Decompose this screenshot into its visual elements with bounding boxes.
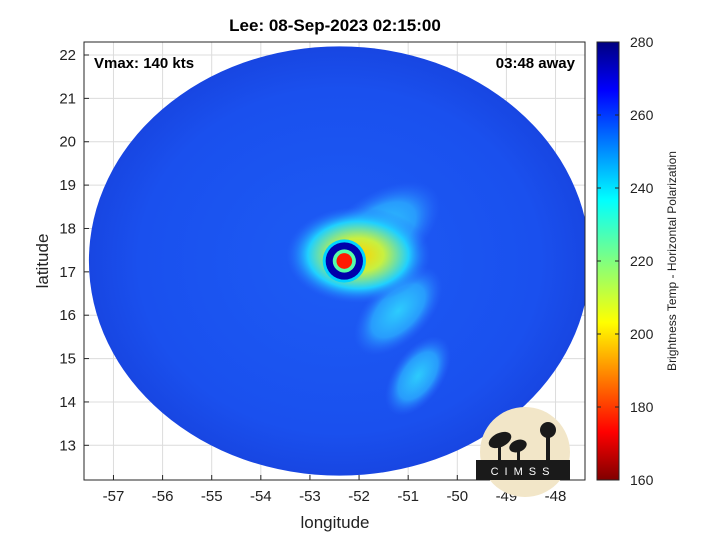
y-tick-label: 21 — [59, 90, 76, 107]
brightness-temp-field — [88, 46, 585, 476]
y-tick-label: 20 — [59, 134, 76, 151]
x-tick-label: -54 — [250, 488, 272, 505]
x-tick-label: -56 — [152, 488, 174, 505]
colorbar-tick-label: 220 — [630, 253, 654, 269]
colorbar-tick-label: 260 — [630, 107, 654, 123]
colorbar-tick-label: 240 — [630, 180, 654, 196]
colorbar-label: Brightness Temp - Horizontal Polarizatio… — [665, 151, 679, 371]
x-tick-label: -48 — [545, 488, 567, 505]
y-axis: 13 14 15 16 17 18 19 20 21 22 — [59, 47, 89, 454]
y-tick-label: 13 — [59, 437, 76, 454]
x-tick-label: -57 — [103, 488, 125, 505]
colorbar-tick-label: 280 — [630, 34, 654, 50]
rainband — [385, 336, 451, 416]
rainband — [353, 266, 443, 356]
chart-title: Lee: 08-Sep-2023 02:15:00 — [229, 16, 441, 35]
colorbar: 160 180 200 220 240 260 280 Brightness Temp - … — [596, 34, 679, 488]
colorbar-ticks: 160 180 200 220 240 260 280 — [597, 34, 654, 488]
x-tick-label: -52 — [348, 488, 370, 505]
x-tick-label: -53 — [299, 488, 321, 505]
y-tick-label: 19 — [59, 177, 76, 194]
colorbar-tick-label: 180 — [630, 399, 654, 415]
logo-text: CIMSS — [491, 466, 556, 478]
cimss-logo: CIMSS — [476, 407, 570, 497]
y-tick-label: 17 — [59, 264, 76, 281]
y-axis-label: latitude — [33, 234, 52, 289]
y-tick-label: 15 — [59, 351, 76, 368]
y-tick-label: 14 — [59, 394, 76, 411]
x-tick-label: -55 — [201, 488, 223, 505]
vmax-annotation: Vmax: 140 kts — [94, 55, 194, 72]
x-axis-label: longitude — [300, 513, 369, 532]
colorbar-tick-label: 200 — [630, 326, 654, 342]
y-tick-label: 22 — [59, 47, 76, 64]
time-away-annotation: 03:48 away — [496, 55, 576, 72]
y-tick-label: 18 — [59, 220, 76, 237]
colorbar-tick-label: 160 — [630, 472, 654, 488]
x-tick-label: -50 — [446, 488, 468, 505]
eye — [336, 253, 353, 269]
y-tick-label: 16 — [59, 307, 76, 324]
plot-frame — [83, 41, 586, 481]
x-tick-label: -51 — [397, 488, 419, 505]
